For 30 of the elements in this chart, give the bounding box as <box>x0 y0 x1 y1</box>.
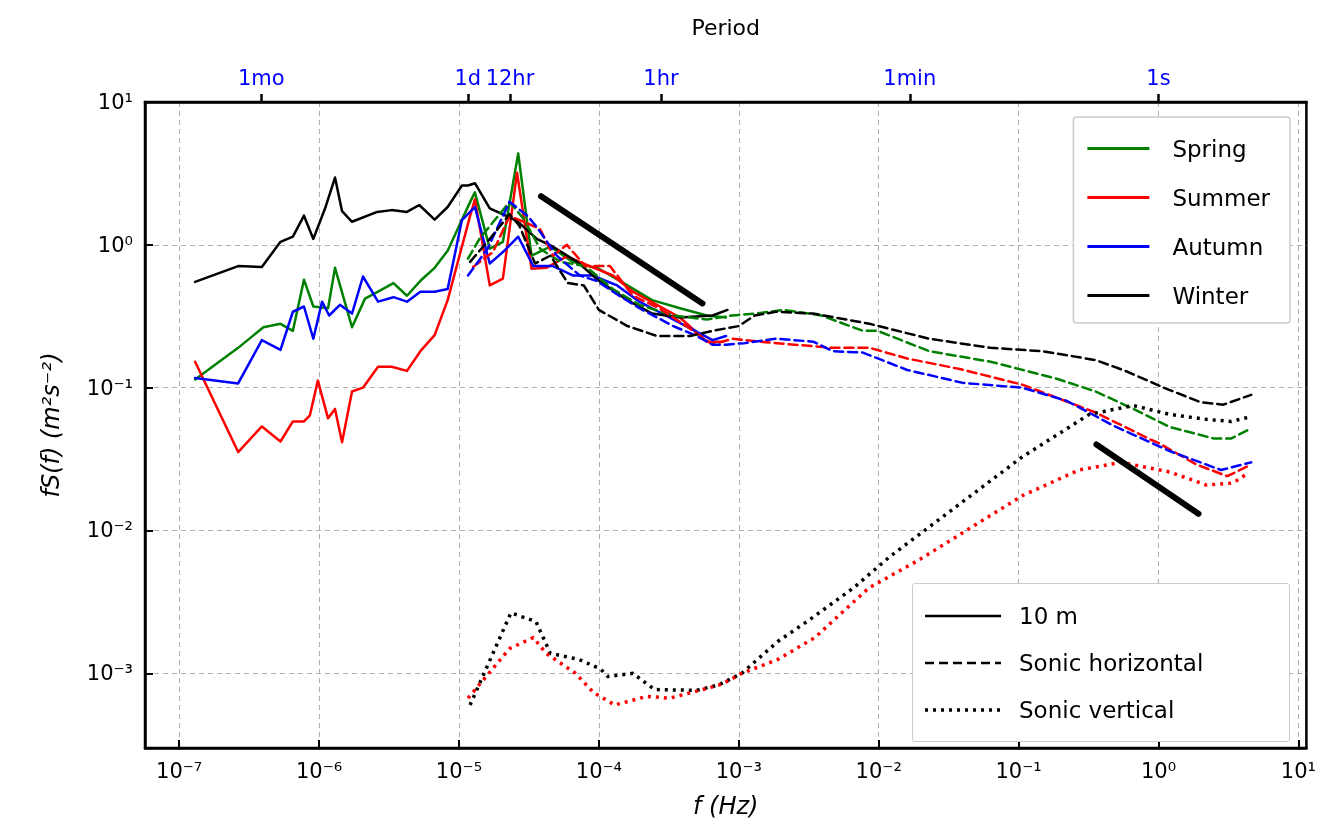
x-tick-label: 10⁻² <box>855 758 902 783</box>
annotation: Sonic vertical <box>1019 696 1175 723</box>
legend-label: Summer <box>1172 184 1271 211</box>
annotation: 1d <box>454 65 482 90</box>
x2-axis-title: Period <box>691 14 760 40</box>
annotation: 1hr <box>643 65 679 90</box>
y-tick-label: 10⁻² <box>86 518 133 543</box>
legend-label: Winter <box>1172 282 1249 309</box>
annotation: 12hr <box>485 65 535 90</box>
x-tick-label: 10⁻¹ <box>995 758 1042 783</box>
y-axis-title: fS(f) (m²s⁻²) <box>37 352 65 498</box>
x-tick-label: 10⁻⁷ <box>156 758 203 783</box>
y-tick-label: 10⁰ <box>97 232 133 257</box>
annotation: Sonic horizontal <box>1019 649 1204 676</box>
y-tick-label: 10¹ <box>97 90 133 114</box>
x-tick-label: 10⁻³ <box>715 758 762 783</box>
y-tick-label: 10⁻³ <box>86 661 133 686</box>
x-tick-label: 10⁰ <box>1140 758 1177 783</box>
x-tick-label: 10⁻⁵ <box>435 758 483 783</box>
annotation: 1s <box>1146 65 1171 90</box>
x-tick-label: 10⁻⁴ <box>575 758 622 783</box>
y-tick-label: 10⁻¹ <box>86 375 133 400</box>
legend-label: Spring <box>1172 135 1247 162</box>
annotation: 10 m <box>1019 602 1078 629</box>
annotation: 1mo <box>237 65 285 90</box>
x-axis-title: f (Hz) <box>692 792 759 820</box>
x-tick-label: 10⁻⁶ <box>295 758 343 783</box>
x-tick-label: 10¹ <box>1280 758 1316 783</box>
legend-label: Autumn <box>1172 233 1264 260</box>
annotation: 1min <box>883 65 937 90</box>
